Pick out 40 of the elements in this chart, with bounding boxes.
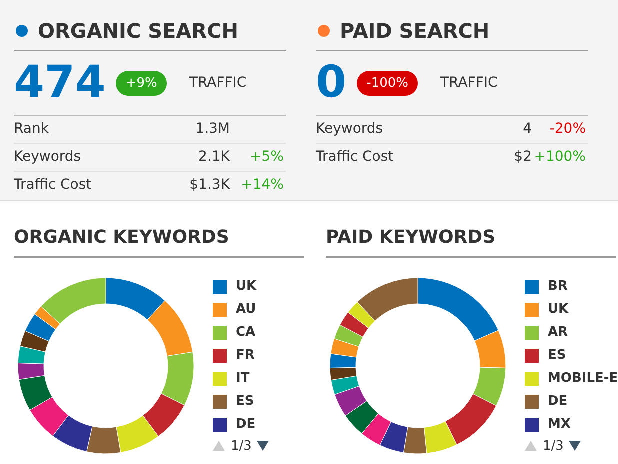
legend-label: MOBILE-E: [548, 371, 618, 386]
text: 0: [316, 57, 347, 108]
legend-label: AU: [236, 302, 256, 317]
text: 474: [14, 57, 106, 108]
legend-label: BR: [548, 279, 568, 294]
data-label: -20%: [550, 120, 586, 139]
category-label: TRAFFIC: [189, 75, 247, 91]
legend-label: CA: [236, 325, 256, 340]
category-label: Traffic Cost: [14, 176, 92, 195]
text: PAID SEARCH: [340, 19, 490, 43]
legend-label: UK: [236, 279, 257, 294]
text: 1/3: [543, 438, 564, 454]
category-label: Keywords: [316, 120, 384, 139]
legend-label: ES: [236, 394, 254, 409]
text: 2.1K: [198, 149, 230, 165]
data-label: +5%: [250, 148, 284, 167]
text: 1.3M: [196, 121, 230, 137]
category-label: Rank: [14, 120, 49, 139]
data-label: +100%: [534, 148, 586, 167]
text: $2: [514, 149, 532, 165]
legend-label: DE: [236, 417, 256, 432]
legend-label: UK: [548, 302, 569, 317]
chart-title: ORGANIC KEYWORDS: [14, 220, 304, 258]
data-label: +9%: [116, 70, 168, 96]
data-label: -100%: [356, 70, 418, 96]
legend-label: FR: [236, 348, 255, 363]
data-label: +14%: [241, 176, 284, 195]
legend-label: MX: [548, 417, 571, 432]
text: 4: [523, 121, 532, 137]
category-label: Traffic Cost: [316, 148, 394, 167]
category-label: Keywords: [14, 148, 82, 167]
legend-label: ES: [548, 348, 566, 363]
text: ORGANIC SEARCH: [38, 19, 238, 43]
legend-label: IT: [236, 371, 250, 386]
legend-label: AR: [548, 325, 568, 340]
legend-label: DE: [548, 394, 568, 409]
chart-title: PAID KEYWORDS: [326, 220, 616, 258]
text: $1.3K: [190, 177, 230, 193]
category-label: TRAFFIC: [440, 75, 498, 91]
text: 1/3: [231, 438, 252, 454]
